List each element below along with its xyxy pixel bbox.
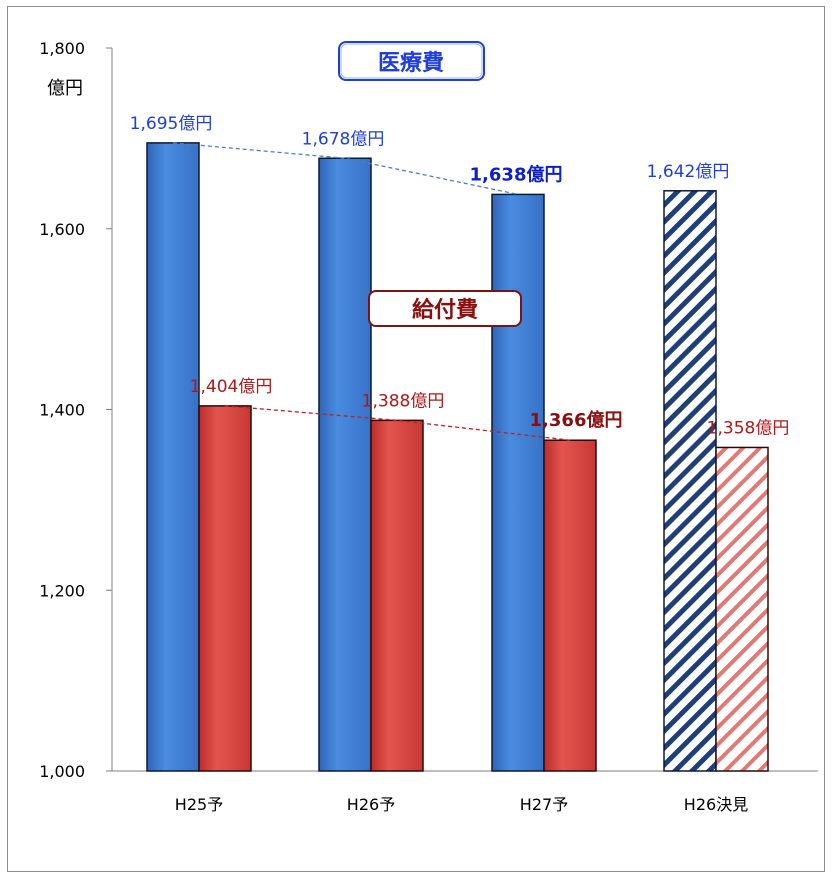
y-tick-label: 1,000 bbox=[39, 762, 85, 781]
legend-label-kyuufuhi: 給付費 bbox=[412, 297, 478, 323]
legend-box-iryouhi: 医療費 bbox=[339, 42, 484, 80]
x-tick-label: H27予 bbox=[520, 795, 568, 814]
bar-kyuufuhi bbox=[199, 406, 251, 771]
bars bbox=[147, 143, 768, 771]
x-tick-label: H26決見 bbox=[684, 795, 748, 814]
value-label-kyuufuhi: 1,358億円 bbox=[707, 418, 790, 438]
bar-iryouhi bbox=[319, 158, 371, 771]
y-tick-label: 1,200 bbox=[39, 581, 85, 600]
x-tick-label: H26予 bbox=[347, 795, 395, 814]
y-tick-label: 1,600 bbox=[39, 220, 85, 239]
legend-box-kyuufuhi: 給付費 bbox=[369, 291, 521, 326]
value-label-iryouhi: 1,678億円 bbox=[302, 129, 385, 149]
y-tick-label: 1,400 bbox=[39, 401, 85, 420]
y-tick-label: 1,800 bbox=[39, 39, 85, 58]
value-label-iryouhi: 1,642億円 bbox=[647, 162, 730, 182]
x-tick-label: H25予 bbox=[175, 795, 223, 814]
bar-iryouhi bbox=[147, 143, 199, 771]
bar-kyuufuhi bbox=[716, 447, 768, 771]
y-axis-unit-label: 億円 bbox=[47, 78, 83, 99]
value-label-iryouhi: 1,695億円 bbox=[130, 114, 213, 134]
bar-kyuufuhi bbox=[544, 440, 596, 771]
x-axis: H25予 H26予 H27予 H26決見 bbox=[112, 771, 818, 814]
y-axis: 1,000 1,200 1,400 1,600 1,800 bbox=[39, 39, 112, 781]
value-label-kyuufuhi: 1,388億円 bbox=[362, 391, 445, 411]
value-label-kyuufuhi: 1,366億円 bbox=[530, 409, 623, 431]
legend-label-iryouhi: 医療費 bbox=[378, 50, 444, 76]
bar-kyuufuhi bbox=[371, 420, 423, 771]
value-label-iryouhi: 1,638億円 bbox=[470, 163, 563, 185]
bar-iryouhi bbox=[492, 194, 544, 771]
value-label-kyuufuhi: 1,404億円 bbox=[190, 377, 273, 397]
bar-iryouhi bbox=[664, 191, 716, 771]
